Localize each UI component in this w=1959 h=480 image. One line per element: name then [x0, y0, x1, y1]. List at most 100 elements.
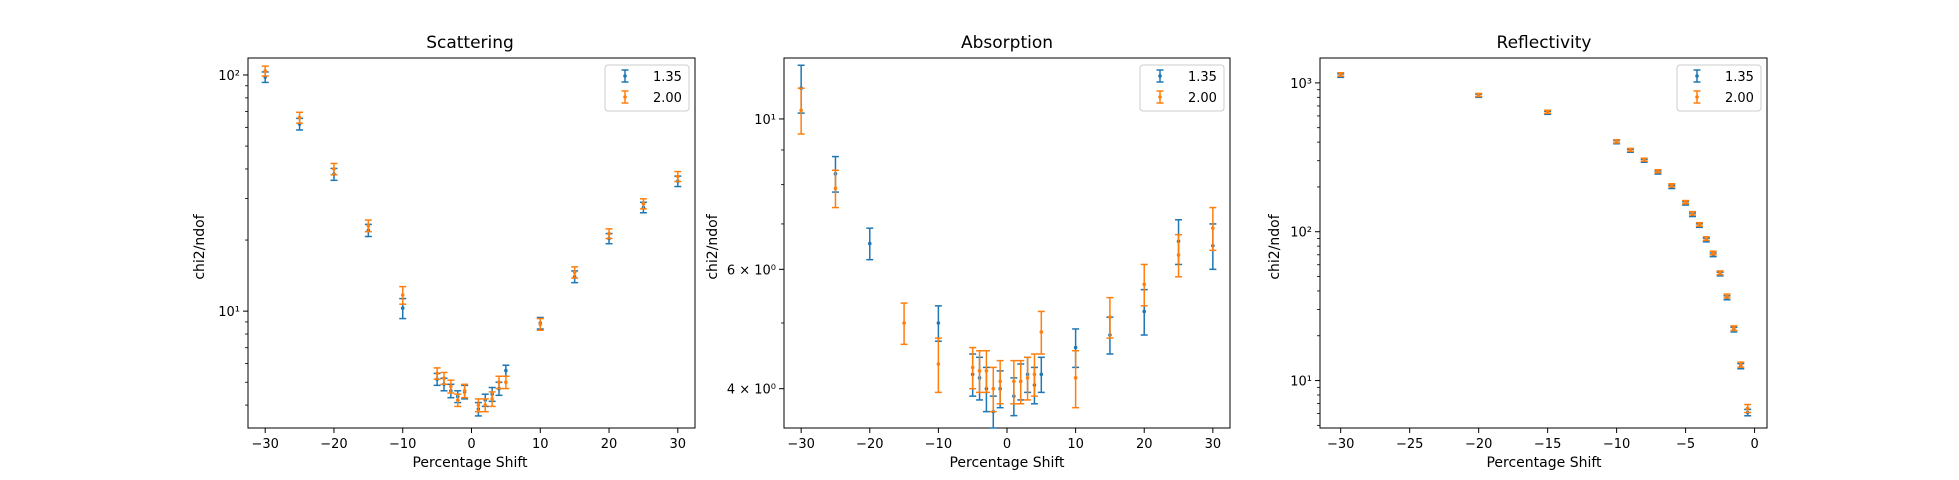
- data-point: [449, 384, 453, 389]
- x-ticks: −30 −20 −10 0 10 20 30: [251, 428, 686, 452]
- data-point: [1670, 183, 1674, 188]
- legend-marker-1-35: [1693, 69, 1701, 83]
- x-tick-label: 20: [601, 437, 618, 452]
- x-tick-label: −25: [1396, 437, 1423, 452]
- data-point: [1732, 326, 1736, 330]
- data-point: [1711, 251, 1715, 255]
- y-tick-label: 6 × 10⁰: [727, 263, 776, 278]
- series-2-00: [1337, 72, 1752, 414]
- legend-marker-2-00: [621, 90, 629, 104]
- data-point: [332, 167, 336, 171]
- x-axis-label: Percentage Shift: [949, 455, 1065, 471]
- x-tick-label: −20: [1465, 437, 1492, 452]
- data-point: [462, 388, 467, 393]
- legend: 1.35 2.00: [604, 64, 690, 112]
- data-point: [977, 369, 982, 373]
- series-2-00: [797, 87, 1217, 413]
- x-tick-label: −15: [1534, 437, 1561, 452]
- x-tick-label: −20: [320, 437, 347, 452]
- data-point: [1039, 372, 1044, 377]
- y-ticks: 10¹ 10² 10³: [1290, 77, 1320, 426]
- legend-point: [1158, 95, 1162, 99]
- data-point: [1476, 93, 1481, 97]
- x-tick-label: −10: [925, 437, 952, 452]
- legend-marker-2-00: [1156, 90, 1164, 104]
- y-tick-label: 10¹: [1290, 375, 1312, 390]
- legend: 1.35 2.00: [1676, 64, 1762, 112]
- legend-point: [623, 95, 627, 99]
- data-point: [970, 365, 975, 370]
- x-tick-label: 0: [467, 437, 475, 452]
- data-point: [1018, 379, 1023, 384]
- data-point: [1012, 379, 1016, 384]
- data-point: [1628, 148, 1633, 152]
- data-point: [490, 397, 494, 401]
- x-tick-label: −20: [856, 437, 883, 452]
- data-point: [504, 380, 508, 385]
- data-point: [1025, 376, 1030, 380]
- data-point: [1108, 315, 1112, 319]
- data-point: [1697, 222, 1702, 227]
- legend-marker-2-00: [1693, 90, 1701, 104]
- data-point: [476, 403, 481, 407]
- y-tick-label: 10¹: [218, 305, 240, 320]
- data-point: [504, 368, 508, 373]
- plot-area: [261, 65, 682, 417]
- data-point: [1073, 345, 1078, 350]
- data-point: [867, 241, 872, 246]
- legend-point: [1158, 74, 1162, 78]
- series-2-00: [261, 65, 682, 413]
- data-point: [435, 371, 439, 376]
- data-point: [400, 306, 405, 310]
- data-point: [991, 386, 996, 391]
- y-tick-label: 10²: [218, 69, 240, 84]
- x-ticks: −30 −20 −10 0 10 20 30: [787, 428, 1221, 452]
- y-tick-label: 10¹: [754, 113, 776, 128]
- data-point: [455, 398, 460, 402]
- panel-scattering: Scattering Percentage Shift chi2/ndof −3…: [192, 33, 696, 471]
- data-point: [1039, 330, 1044, 334]
- x-tick-label: 10: [532, 437, 549, 452]
- legend: 1.35 2.00: [1139, 64, 1225, 112]
- data-point: [902, 321, 906, 325]
- data-point: [263, 69, 267, 73]
- x-tick-label: 10: [1067, 437, 1084, 452]
- y-axis-label: chi2/ndof: [705, 213, 721, 279]
- x-tick-label: 20: [1136, 437, 1153, 452]
- panel-title: Scattering: [426, 33, 514, 53]
- panel-reflectivity: Reflectivity Percentage Shift chi2/ndof …: [1267, 33, 1768, 471]
- data-point: [641, 201, 646, 206]
- data-point: [497, 380, 501, 385]
- legend-label-1-35: 1.35: [1725, 70, 1754, 85]
- x-tick-label: −10: [389, 437, 416, 452]
- legend-point: [1695, 95, 1699, 99]
- data-point: [1725, 294, 1729, 298]
- legend-label-2-00: 2.00: [1725, 91, 1754, 106]
- data-point: [984, 369, 989, 373]
- legend-label-1-35: 1.35: [1188, 70, 1217, 85]
- y-ticks: 10¹ 10²: [218, 69, 248, 406]
- x-tick-label: 0: [1003, 437, 1011, 452]
- legend-marker-1-35: [621, 69, 629, 83]
- panel-title: Absorption: [961, 33, 1053, 53]
- x-tick-label: 0: [1750, 437, 1758, 452]
- data-point: [936, 362, 941, 366]
- data-point: [833, 186, 838, 191]
- x-tick-label: −5: [1676, 437, 1695, 452]
- data-point: [1745, 406, 1750, 411]
- data-point: [572, 270, 577, 275]
- data-point: [1545, 109, 1550, 114]
- data-point: [799, 108, 803, 113]
- data-point: [936, 321, 941, 325]
- data-point: [607, 231, 611, 236]
- x-axis-label: Percentage Shift: [1486, 455, 1602, 471]
- legend-label-2-00: 2.00: [653, 91, 682, 106]
- data-point: [1656, 169, 1660, 174]
- legend-label-1-35: 1.35: [653, 70, 682, 85]
- data-point: [1142, 309, 1147, 314]
- data-point: [1073, 376, 1078, 380]
- y-axis-label: chi2/ndof: [1267, 213, 1283, 279]
- panel-absorption: Absorption Percentage Shift chi2/ndof −3…: [705, 33, 1231, 471]
- legend-point: [1695, 74, 1699, 78]
